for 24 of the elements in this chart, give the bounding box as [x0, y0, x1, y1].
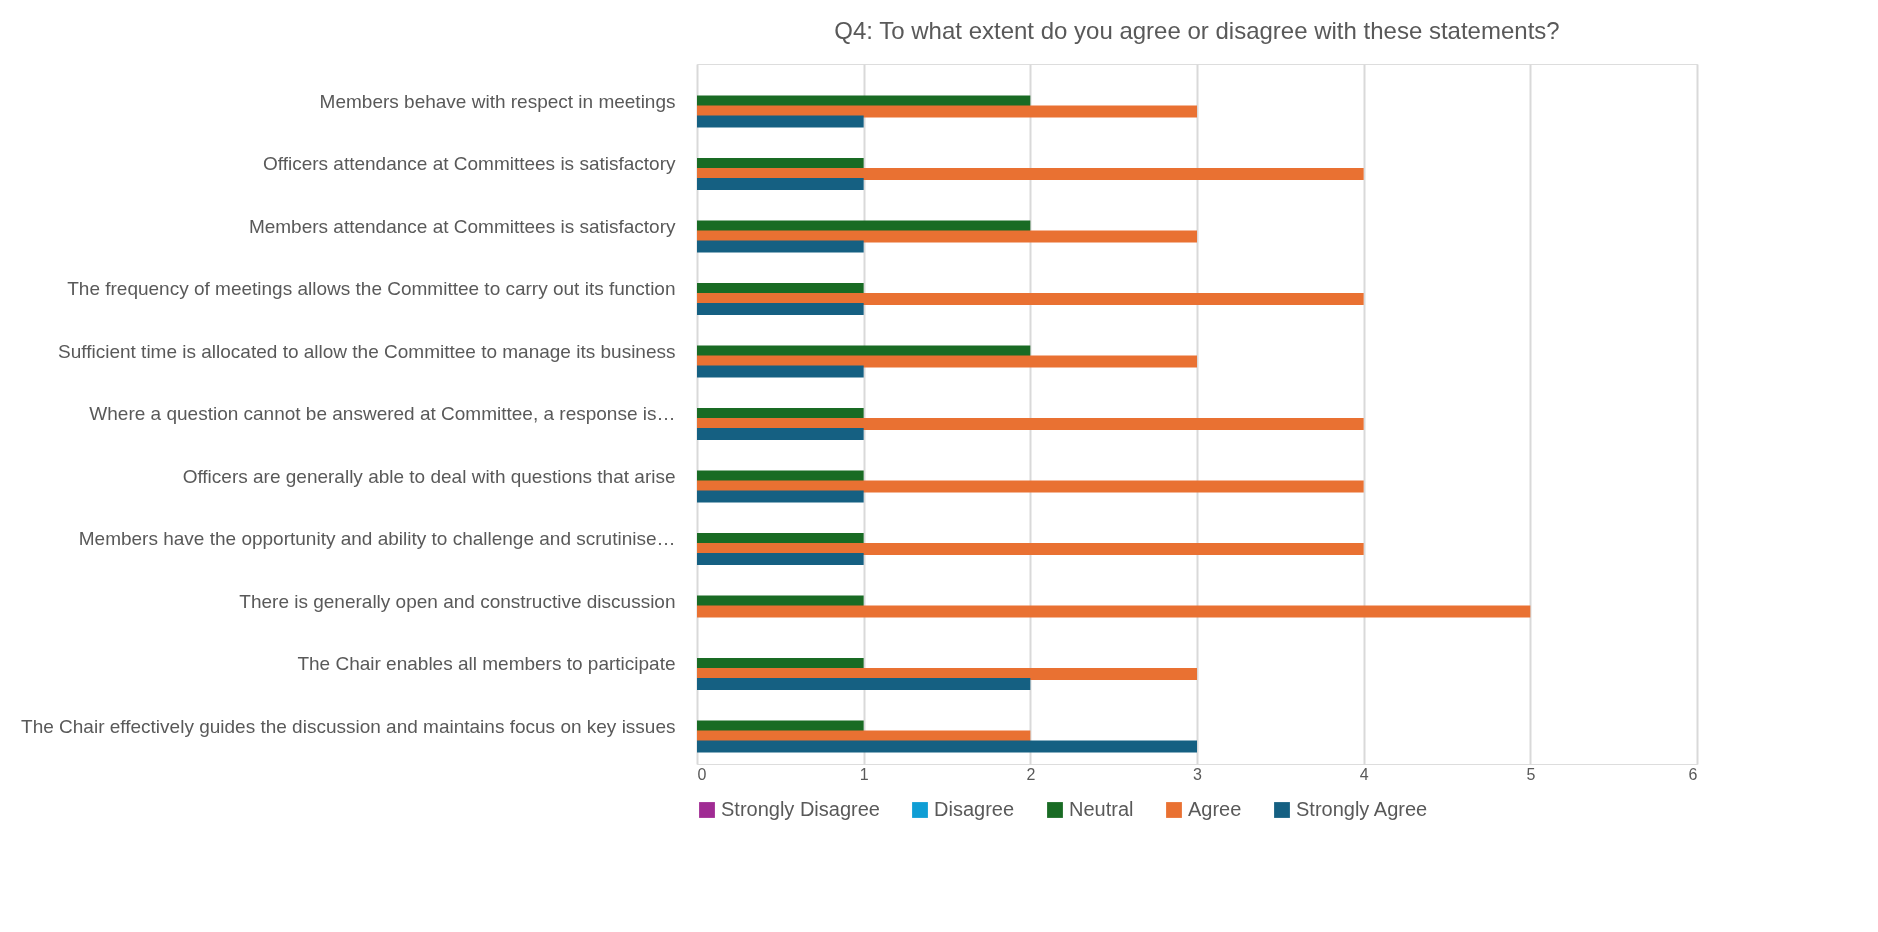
y-tick-label: The Chair enables all members to participate: [297, 653, 676, 674]
legend-label: Strongly Agree: [1296, 798, 1428, 820]
y-tick-label: There is generally open and constructive discussion: [239, 590, 676, 612]
y-tick-label: The Chair effectively guides the discussion and maintains focus on key issues: [21, 715, 676, 737]
x-tick-label: 3: [1193, 765, 1203, 783]
y-tick-label: Members attendance at Committees is satisfactory: [248, 215, 676, 237]
y-tick-label: Officers attendance at Committees is satisfactory: [262, 153, 676, 174]
legend-label: Neutral: [1069, 798, 1134, 820]
y-tick-label: Officers are generally able to deal with questions that arise: [182, 465, 676, 487]
x-tick-label: 5: [1526, 765, 1536, 783]
y-tick-label: Sufficient time is allocated to allow the Committee to manage its business: [58, 340, 676, 362]
legend-label: Disagree: [934, 798, 1015, 820]
x-tick-label: 1: [859, 765, 869, 783]
legend-label: Agree: [1188, 798, 1242, 820]
y-tick-label: Where a question cannot be answered at Committee, a response is…: [89, 403, 676, 424]
y-tick-label: The frequency of meetings allows the Committee to carry out its function: [67, 278, 676, 299]
x-tick-label: 0: [697, 765, 707, 783]
legend-label: Strongly Disagree: [721, 798, 880, 820]
chart-title: Q4: To what extent do you agree or disagree with these statements?: [834, 17, 1560, 44]
x-tick-label: 4: [1359, 765, 1369, 783]
y-tick-label: Members have the opportunity and ability to challenge and scrutinise…: [78, 528, 676, 549]
x-tick-label: 6: [1688, 765, 1698, 783]
x-tick-label: 2: [1026, 765, 1036, 783]
y-tick-label: Members behave with respect in meetings: [319, 90, 676, 112]
